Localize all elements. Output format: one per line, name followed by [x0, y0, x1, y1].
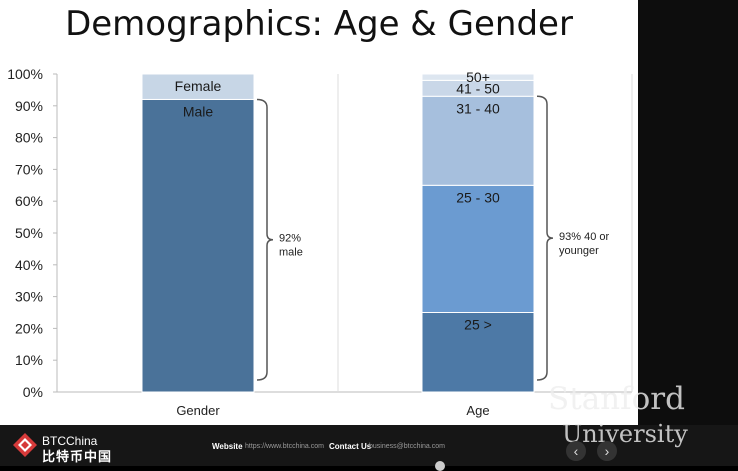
y-tick-label: 70% — [15, 161, 43, 177]
contact-email[interactable]: business@btcchina.com — [369, 443, 445, 450]
website-label: Website — [212, 442, 243, 451]
y-tick-label: 30% — [15, 289, 43, 305]
brand-name: BTCChina — [42, 434, 98, 448]
y-tick-label: 50% — [15, 225, 43, 241]
bar-segment-label: 41 - 50 — [456, 80, 500, 96]
brand-chinese-name: 比特币中国 — [42, 449, 113, 464]
progress-dot[interactable] — [435, 461, 445, 471]
stacked-bar-chart: 0% 10% 20% 30% 40% 50% 60% 70% 80% 90% 100% Gender A… — [7, 66, 633, 418]
y-tick-label: 90% — [15, 98, 43, 114]
brace-bracket — [536, 95, 554, 381]
bar-segment — [141, 73, 255, 100]
x-category-label: Age — [466, 403, 489, 418]
y-tick-label: 10% — [15, 352, 43, 368]
previous-slide-button[interactable]: ‹ — [566, 441, 586, 461]
y-tick-label: 40% — [15, 257, 43, 273]
x-category-label: Gender — [176, 403, 220, 418]
bar-segment-label: Male — [183, 103, 214, 119]
y-tick-label: 80% — [15, 130, 43, 146]
next-slide-button[interactable]: › — [597, 441, 617, 461]
brace-bracket — [256, 98, 274, 381]
btcchina-logo-icon — [13, 433, 37, 457]
bar-segment-label: Female — [175, 78, 222, 94]
bar-segment — [141, 98, 255, 393]
y-tick-label: 100% — [7, 66, 43, 82]
annotation-label: 92% — [279, 233, 301, 245]
contact-label: Contact Us — [329, 442, 372, 451]
bar-segment — [421, 95, 535, 186]
bar-segment-label: 31 - 40 — [456, 100, 500, 116]
y-tick-label: 20% — [15, 320, 43, 336]
bar-segment-label: 50+ — [466, 69, 490, 85]
bar-segment-label: 25 > — [464, 317, 492, 333]
side-panel — [638, 0, 738, 466]
y-tick-label: 60% — [15, 193, 43, 209]
annotation-label: 93% 40 or — [559, 231, 609, 243]
slide-title: Demographics: Age & Gender — [65, 4, 573, 44]
y-tick-label: 0% — [23, 384, 43, 400]
annotation-label: male — [279, 247, 303, 259]
stanford-watermark: Stanford — [548, 381, 685, 417]
slide: Demographics: Age & Gender 0% 10% 20% 30% 40… — [0, 0, 638, 425]
bar-segment — [421, 73, 535, 81]
annotation-label: younger — [559, 245, 599, 257]
website-link[interactable]: https://www.btcchina.com — [245, 443, 324, 450]
bar-segment-label: 25 - 30 — [456, 189, 500, 205]
